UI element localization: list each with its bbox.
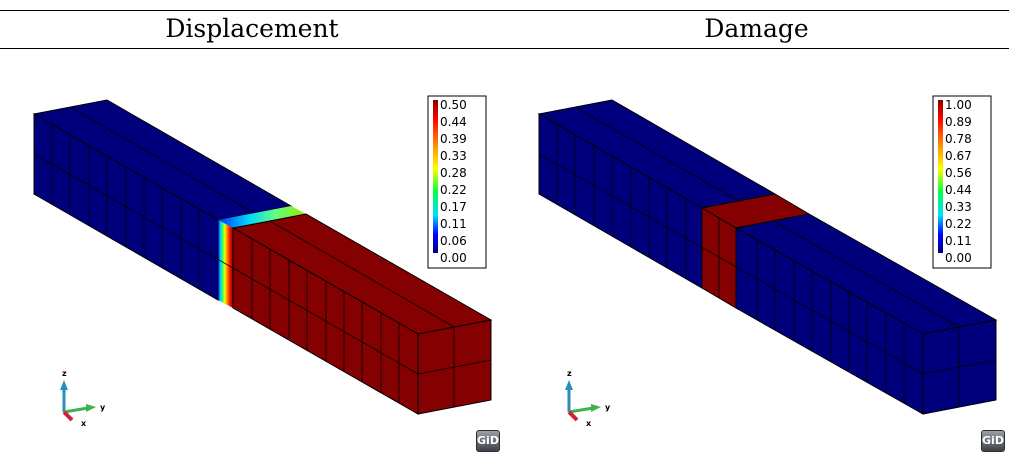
legend-label: 0.00	[945, 251, 972, 265]
legend-colorbar	[938, 100, 943, 253]
legend-label: 0.89	[945, 115, 972, 129]
legend-label: 0.11	[945, 234, 972, 248]
axis-label-y: y	[605, 403, 611, 412]
axis-label-x: x	[81, 419, 87, 428]
legend-label: 0.11	[440, 217, 467, 231]
mesh-lines	[538, 106, 997, 407]
legend-label: 0.06	[440, 234, 467, 248]
legend-label: 0.28	[440, 166, 467, 180]
axis-triad: z y x	[60, 369, 106, 428]
legend-label: 0.50	[440, 98, 467, 112]
legend-label: 1.00	[945, 98, 972, 112]
axis-label-x: x	[586, 419, 592, 428]
damage-panel: 1.00 0.89 0.78 0.67 0.56 0.44 0.33 0.22 …	[511, 82, 1007, 454]
displacement-beam-plot: 0.50 0.44 0.39 0.33 0.28 0.22 0.17 0.11 …	[32, 95, 493, 428]
legend-colorbar	[433, 100, 438, 253]
legend-label: 0.33	[945, 200, 972, 214]
header-rule	[0, 48, 1009, 49]
axis-triad: z y x	[565, 369, 611, 428]
axis-label-z: z	[62, 369, 67, 378]
top-rule	[0, 10, 1009, 11]
displacement-panel: 0.50 0.44 0.39 0.33 0.28 0.22 0.17 0.11 …	[6, 82, 502, 454]
legend-label: 0.39	[440, 132, 467, 146]
legend-label: 0.44	[945, 183, 972, 197]
legend-label: 0.22	[440, 183, 467, 197]
legend-label: 0.17	[440, 200, 467, 214]
legend-label: 0.33	[440, 149, 467, 163]
legend-labels: 0.50 0.44 0.39 0.33 0.28 0.22 0.17 0.11 …	[440, 98, 467, 265]
legend-labels: 1.00 0.89 0.78 0.67 0.56 0.44 0.33 0.22 …	[945, 98, 972, 265]
damage-beam-plot: 1.00 0.89 0.78 0.67 0.56 0.44 0.33 0.22 …	[537, 95, 998, 428]
header-damage: Damage	[704, 14, 809, 43]
legend-label: 0.67	[945, 149, 972, 163]
header-displacement: Displacement	[165, 14, 339, 43]
gid-logo: GiD	[981, 430, 1005, 452]
beam-top-face-transition	[218, 206, 306, 228]
legend-label: 0.56	[945, 166, 972, 180]
axis-label-y: y	[100, 403, 106, 412]
mesh-lines	[33, 106, 492, 407]
legend-label: 0.00	[440, 251, 467, 265]
gid-logo: GiD	[476, 430, 500, 452]
legend-label: 0.78	[945, 132, 972, 146]
legend-label: 0.22	[945, 217, 972, 231]
axis-label-z: z	[567, 369, 572, 378]
legend-label: 0.44	[440, 115, 467, 129]
